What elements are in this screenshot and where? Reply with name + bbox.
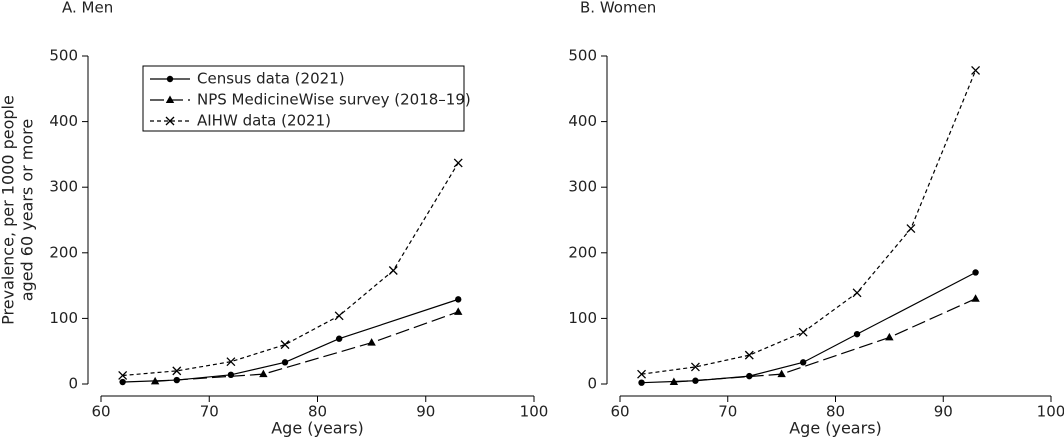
x-tick-label: 60 — [610, 403, 629, 421]
x-tick-label: 70 — [718, 403, 737, 421]
legend-label: NPS MedicineWise survey (2018–19) — [197, 91, 471, 109]
marker — [637, 369, 647, 379]
marker — [226, 357, 236, 367]
x-tick-label: 80 — [826, 403, 845, 421]
marker — [388, 266, 398, 275]
marker — [150, 376, 160, 385]
marker — [118, 371, 128, 380]
series — [150, 307, 463, 385]
legend-box — [142, 65, 465, 132]
marker — [798, 327, 808, 337]
legend-marker — [165, 116, 175, 126]
x-tick-label: 80 — [308, 403, 327, 421]
marker — [746, 372, 753, 380]
y-tick-label: 100 — [568, 309, 597, 327]
marker — [906, 224, 916, 233]
x-tick-label: 100 — [1037, 403, 1064, 421]
marker — [885, 332, 894, 341]
line — [122, 162, 459, 377]
marker — [744, 350, 754, 360]
marker — [777, 369, 786, 378]
x-tick-label: 90 — [416, 403, 435, 421]
y-tick-label: 200 — [49, 243, 78, 261]
y-tick-label: 0 — [587, 375, 597, 393]
y-tick-label: 500 — [49, 47, 78, 65]
marker — [334, 311, 344, 321]
x-axis-label: Age (years) — [789, 419, 882, 438]
y-tick-label: 300 — [49, 178, 78, 196]
marker — [971, 65, 981, 75]
marker — [119, 378, 126, 386]
legend-label: AIHW data (2021) — [197, 112, 331, 130]
marker — [638, 379, 645, 386]
y-tick-label: 200 — [568, 243, 597, 261]
x-tick-label: 60 — [91, 403, 110, 421]
line — [122, 298, 459, 383]
legend: Census data (2021) NPS MedicineWise surve… — [142, 65, 471, 132]
legend-marker — [166, 75, 174, 83]
marker — [259, 369, 268, 378]
line — [673, 298, 976, 383]
legend-label: Census data (2021) — [197, 70, 345, 88]
series — [637, 65, 981, 379]
y-tick-label: 300 — [568, 178, 597, 196]
y-tick-label: 400 — [49, 112, 78, 130]
marker — [227, 371, 235, 379]
marker — [281, 359, 289, 366]
chart-title: B. Women — [580, 0, 656, 17]
x-axis-label: Age (years) — [271, 419, 364, 438]
y-axis-label: Prevalence, per 1000 people — [0, 95, 18, 325]
marker — [335, 335, 343, 342]
series — [118, 158, 463, 380]
marker — [669, 377, 679, 386]
marker — [799, 359, 807, 366]
x-tick-label: 90 — [934, 403, 953, 421]
legend-marker — [165, 95, 175, 103]
marker — [971, 294, 980, 302]
y-axis-label: aged 60 years or more — [18, 119, 37, 302]
marker — [455, 296, 462, 303]
line — [155, 311, 459, 382]
y-tick-label: 500 — [568, 47, 597, 65]
marker — [367, 338, 376, 346]
series — [119, 296, 462, 386]
y-tick-label: 400 — [568, 112, 597, 130]
marker — [690, 362, 700, 372]
marker — [172, 366, 182, 376]
chart-title: A. Men — [62, 0, 113, 17]
marker — [852, 288, 862, 298]
x-tick-label: 70 — [200, 403, 219, 421]
series — [669, 294, 980, 386]
x-tick-label: 100 — [520, 403, 549, 421]
marker — [454, 307, 463, 315]
marker — [280, 340, 290, 350]
marker — [853, 330, 861, 338]
marker — [972, 269, 979, 276]
marker — [453, 158, 463, 168]
line — [641, 70, 977, 375]
y-tick-label: 100 — [49, 309, 78, 327]
y-tick-label: 0 — [68, 375, 78, 393]
